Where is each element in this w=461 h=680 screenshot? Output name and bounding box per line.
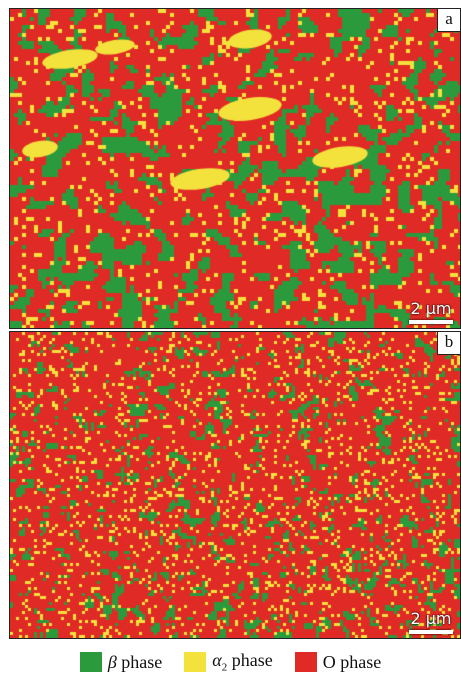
legend-symbol-alpha2: α [212,650,222,671]
phase-map-image-b [10,332,460,638]
legend-subscript-alpha2: 2 [221,661,228,674]
phase-map-b: b 2 μm [9,331,461,639]
scale-bar-text-b: 2 μm [410,609,452,628]
panel-label-b: b [437,332,460,355]
legend-text-o: O phase [322,651,382,672]
scale-bar-text-a: 2 μm [410,299,452,318]
scale-bar-a: 2 μm [408,301,454,324]
panel-label-a: a [437,9,460,32]
legend-swatch-beta [79,652,102,672]
legend-item-alpha2: α2 phase [184,650,273,674]
legend-text-alpha2: phase [231,650,273,671]
legend-item-o: O phase [294,651,382,673]
legend-swatch-alpha2 [184,652,207,672]
scale-bar-line-a [409,320,453,324]
scale-bar-line-b [409,630,453,634]
scale-bar-b: 2 μm [408,611,454,634]
phase-map-a: a 2 μm [9,8,461,329]
legend-symbol-beta: β [107,651,117,672]
phase-legend: β phase α2 phase O phase [0,648,461,676]
legend-text-beta: phase [121,651,163,672]
phase-map-image-a [10,9,460,328]
legend-swatch-o [294,652,317,672]
legend-item-beta: β phase [79,651,163,673]
